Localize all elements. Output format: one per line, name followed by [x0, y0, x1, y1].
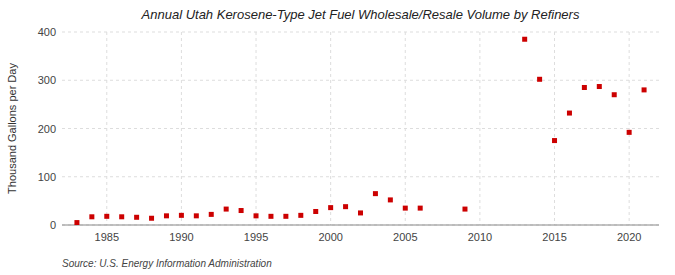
point — [358, 210, 363, 215]
x-tick-label: 2005 — [393, 231, 417, 243]
point — [313, 209, 318, 214]
x-tick-label: 1985 — [95, 231, 119, 243]
point — [74, 220, 79, 225]
point — [209, 212, 214, 217]
point — [328, 205, 333, 210]
x-tick-label: 2020 — [617, 231, 641, 243]
grid — [62, 32, 659, 225]
point — [298, 213, 303, 218]
x-grid-line — [629, 32, 630, 225]
point — [179, 213, 184, 218]
x-grid-line — [181, 32, 182, 225]
points — [74, 37, 646, 225]
x-grid-line — [479, 32, 480, 225]
x-tick-label: 1990 — [169, 231, 193, 243]
y-tick-label: 0 — [50, 219, 56, 231]
y-grid-line — [62, 32, 659, 33]
point — [403, 206, 408, 211]
point — [567, 111, 572, 116]
point — [343, 204, 348, 209]
x-tick-label: 2000 — [318, 231, 342, 243]
point — [134, 215, 139, 220]
point — [164, 213, 169, 218]
point — [612, 92, 617, 97]
point — [119, 214, 124, 219]
y-tick-label: 200 — [38, 123, 56, 135]
point — [224, 207, 229, 212]
point — [627, 130, 632, 135]
point — [89, 214, 94, 219]
point — [522, 37, 527, 42]
point — [239, 208, 244, 213]
point — [537, 77, 542, 82]
point — [283, 214, 288, 219]
y-axis-label: Thousand Gallons per Day — [6, 63, 18, 194]
x-grid-line — [405, 32, 406, 225]
title: Annual Utah Kerosene-Type Jet Fuel Whole… — [141, 7, 580, 22]
point — [373, 191, 378, 196]
y-tick-label: 300 — [38, 74, 56, 86]
point — [597, 84, 602, 89]
y-grid-line — [62, 128, 659, 129]
annotation: Source: U.S. Energy Information Administ… — [62, 258, 272, 269]
point — [582, 85, 587, 90]
x-grid-line — [330, 32, 331, 225]
point — [268, 214, 273, 219]
x-tick-label: 1995 — [244, 231, 268, 243]
y-grid-line — [62, 80, 659, 81]
chart: Annual Utah Kerosene-Type Jet Fuel Whole… — [0, 0, 675, 275]
x-grid-line — [554, 32, 555, 225]
point — [418, 206, 423, 211]
y-grid-line — [62, 225, 659, 226]
x-axis-line — [62, 225, 659, 226]
x-grid-line — [106, 32, 107, 225]
x-tick-label: 2015 — [542, 231, 566, 243]
point — [194, 213, 199, 218]
y-grid-line — [62, 176, 659, 177]
y-tick-label: 400 — [38, 26, 56, 38]
point — [149, 216, 154, 221]
point — [462, 207, 467, 212]
point — [104, 214, 109, 219]
point — [642, 87, 647, 92]
point — [552, 138, 557, 143]
y-tick-label: 100 — [38, 171, 56, 183]
point — [388, 197, 393, 202]
point — [254, 213, 259, 218]
x-tick-label: 2010 — [468, 231, 492, 243]
x-grid-line — [256, 32, 257, 225]
